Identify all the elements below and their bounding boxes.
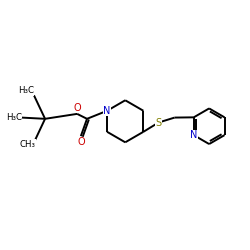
Text: CH₃: CH₃ xyxy=(19,140,35,149)
Text: O: O xyxy=(73,103,81,113)
Text: H₃C: H₃C xyxy=(6,113,22,122)
Text: O: O xyxy=(77,137,85,147)
Text: N: N xyxy=(190,130,198,140)
Text: S: S xyxy=(156,118,162,128)
Text: H₃C: H₃C xyxy=(18,86,34,95)
Text: N: N xyxy=(104,106,111,116)
